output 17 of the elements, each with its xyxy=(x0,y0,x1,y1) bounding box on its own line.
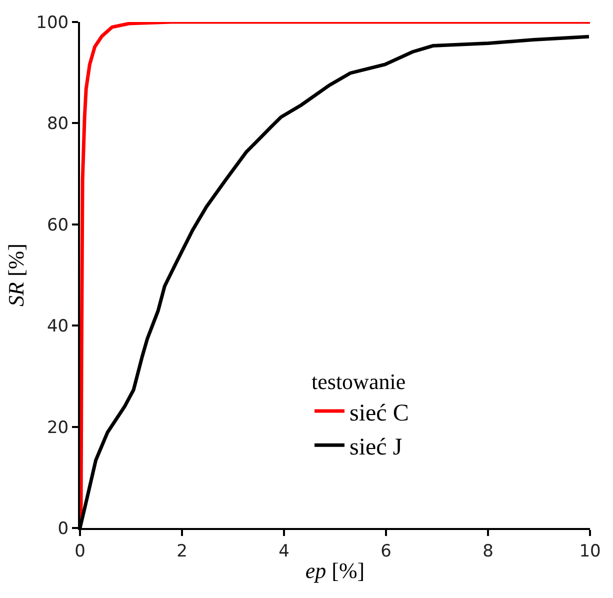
x-tick-label: 6 xyxy=(380,541,392,562)
x-axis-title: ep [%] xyxy=(305,558,365,583)
y-axis-title: SR [%] xyxy=(3,244,28,306)
legend-label: sieć J xyxy=(350,434,402,461)
legend-label: sieć C xyxy=(350,400,409,426)
x-tick-label: 2 xyxy=(176,541,188,562)
x-tick-label: 0 xyxy=(74,541,86,562)
x-tick-label: 10 xyxy=(579,541,601,562)
x-tick-label: 8 xyxy=(482,541,494,562)
legend-title: testowanie xyxy=(312,368,406,394)
y-tick-label: 80 xyxy=(46,114,69,134)
y-tick-label: 40 xyxy=(46,316,69,337)
y-tick-label: 60 xyxy=(46,215,69,236)
y-tick-label: 100 xyxy=(36,12,69,33)
y-tick-label: 0 xyxy=(58,518,69,539)
x-tick-label: 4 xyxy=(278,541,290,562)
y-tick-label: 20 xyxy=(46,418,69,438)
